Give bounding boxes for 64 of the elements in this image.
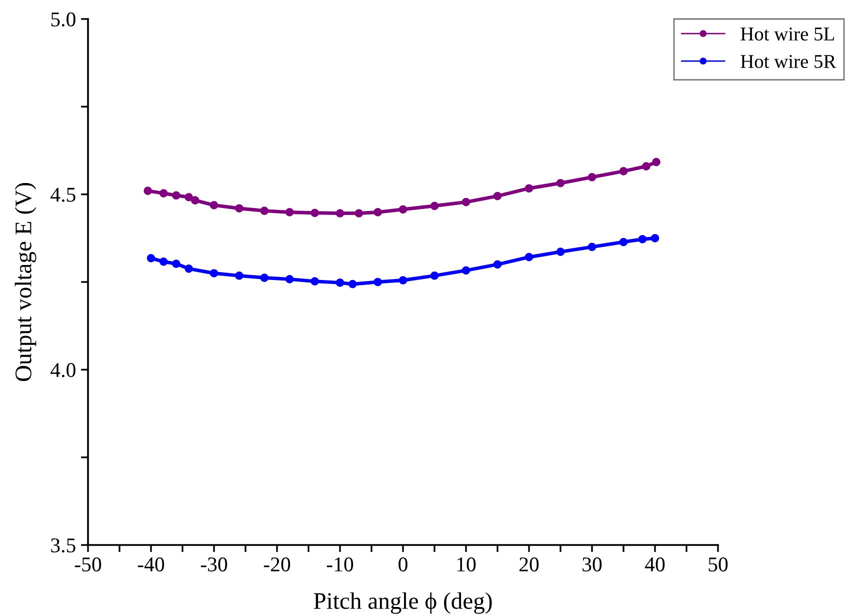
point (556, 248, 565, 256)
point (430, 272, 439, 280)
x-tick-label: 0 (398, 557, 408, 572)
x-tick-label: -50 (74, 557, 102, 572)
point (348, 280, 357, 288)
point (144, 186, 152, 195)
point (588, 172, 596, 182)
x-tick-label: -40 (138, 557, 164, 572)
point (652, 158, 660, 166)
point (210, 201, 218, 210)
point (374, 208, 382, 216)
point (619, 167, 628, 176)
x-tick-label: 50 (708, 557, 728, 572)
point (260, 206, 269, 215)
point (588, 242, 596, 252)
y-tick-label: 3.5 (51, 538, 76, 553)
y-axis-title: Output voltage E (V) (14, 183, 36, 382)
point (398, 276, 408, 284)
point (462, 198, 470, 206)
point (146, 254, 156, 262)
legend-label: Hot wire 5L (740, 28, 834, 41)
point (285, 275, 294, 284)
point (336, 278, 344, 287)
x-tick-label: -30 (200, 557, 228, 572)
point (184, 192, 193, 202)
point (210, 269, 218, 278)
x-tick-label: -10 (326, 557, 354, 572)
y-tick-label: 4.0 (50, 363, 76, 378)
x-tick-label: 40 (644, 557, 665, 572)
y-tick-label: 4.5 (50, 188, 76, 202)
point (619, 238, 628, 246)
point (310, 208, 319, 218)
point (285, 208, 294, 216)
point (172, 260, 180, 268)
point (650, 234, 660, 242)
point (556, 178, 565, 188)
point (260, 274, 269, 282)
point (354, 209, 364, 218)
point (524, 184, 534, 193)
point (398, 205, 408, 214)
point (159, 189, 168, 198)
point (159, 257, 168, 266)
point (642, 162, 650, 170)
point (336, 209, 344, 218)
y-tick-label: 5.0 (51, 12, 76, 27)
point (310, 277, 319, 286)
point (493, 260, 502, 269)
legend-label: Hot wire 5R (740, 54, 836, 68)
point (190, 196, 200, 204)
point (374, 278, 382, 286)
x-tick-label: 30 (582, 557, 602, 572)
point (493, 192, 502, 200)
x-tick-label: -20 (264, 557, 290, 572)
x-axis-title: Pitch angle ϕ (deg) (314, 592, 492, 614)
point (638, 235, 647, 244)
point (430, 202, 439, 210)
x-tick-label: 10 (457, 557, 476, 572)
point (184, 264, 193, 273)
point (235, 204, 244, 213)
point (462, 266, 470, 275)
point (524, 252, 534, 262)
point (235, 272, 244, 280)
x-tick-label: 20 (520, 557, 539, 572)
point (172, 191, 180, 200)
